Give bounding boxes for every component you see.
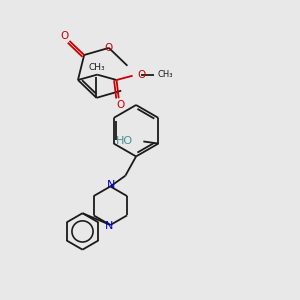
Text: HO: HO	[116, 136, 133, 146]
Text: CH₃: CH₃	[157, 70, 173, 79]
Text: O: O	[117, 100, 125, 110]
Text: O: O	[137, 70, 145, 80]
Text: O: O	[60, 31, 68, 41]
Text: O: O	[105, 43, 113, 53]
Text: N: N	[105, 221, 113, 231]
Text: N: N	[107, 180, 116, 190]
Text: CH₃: CH₃	[88, 63, 105, 72]
